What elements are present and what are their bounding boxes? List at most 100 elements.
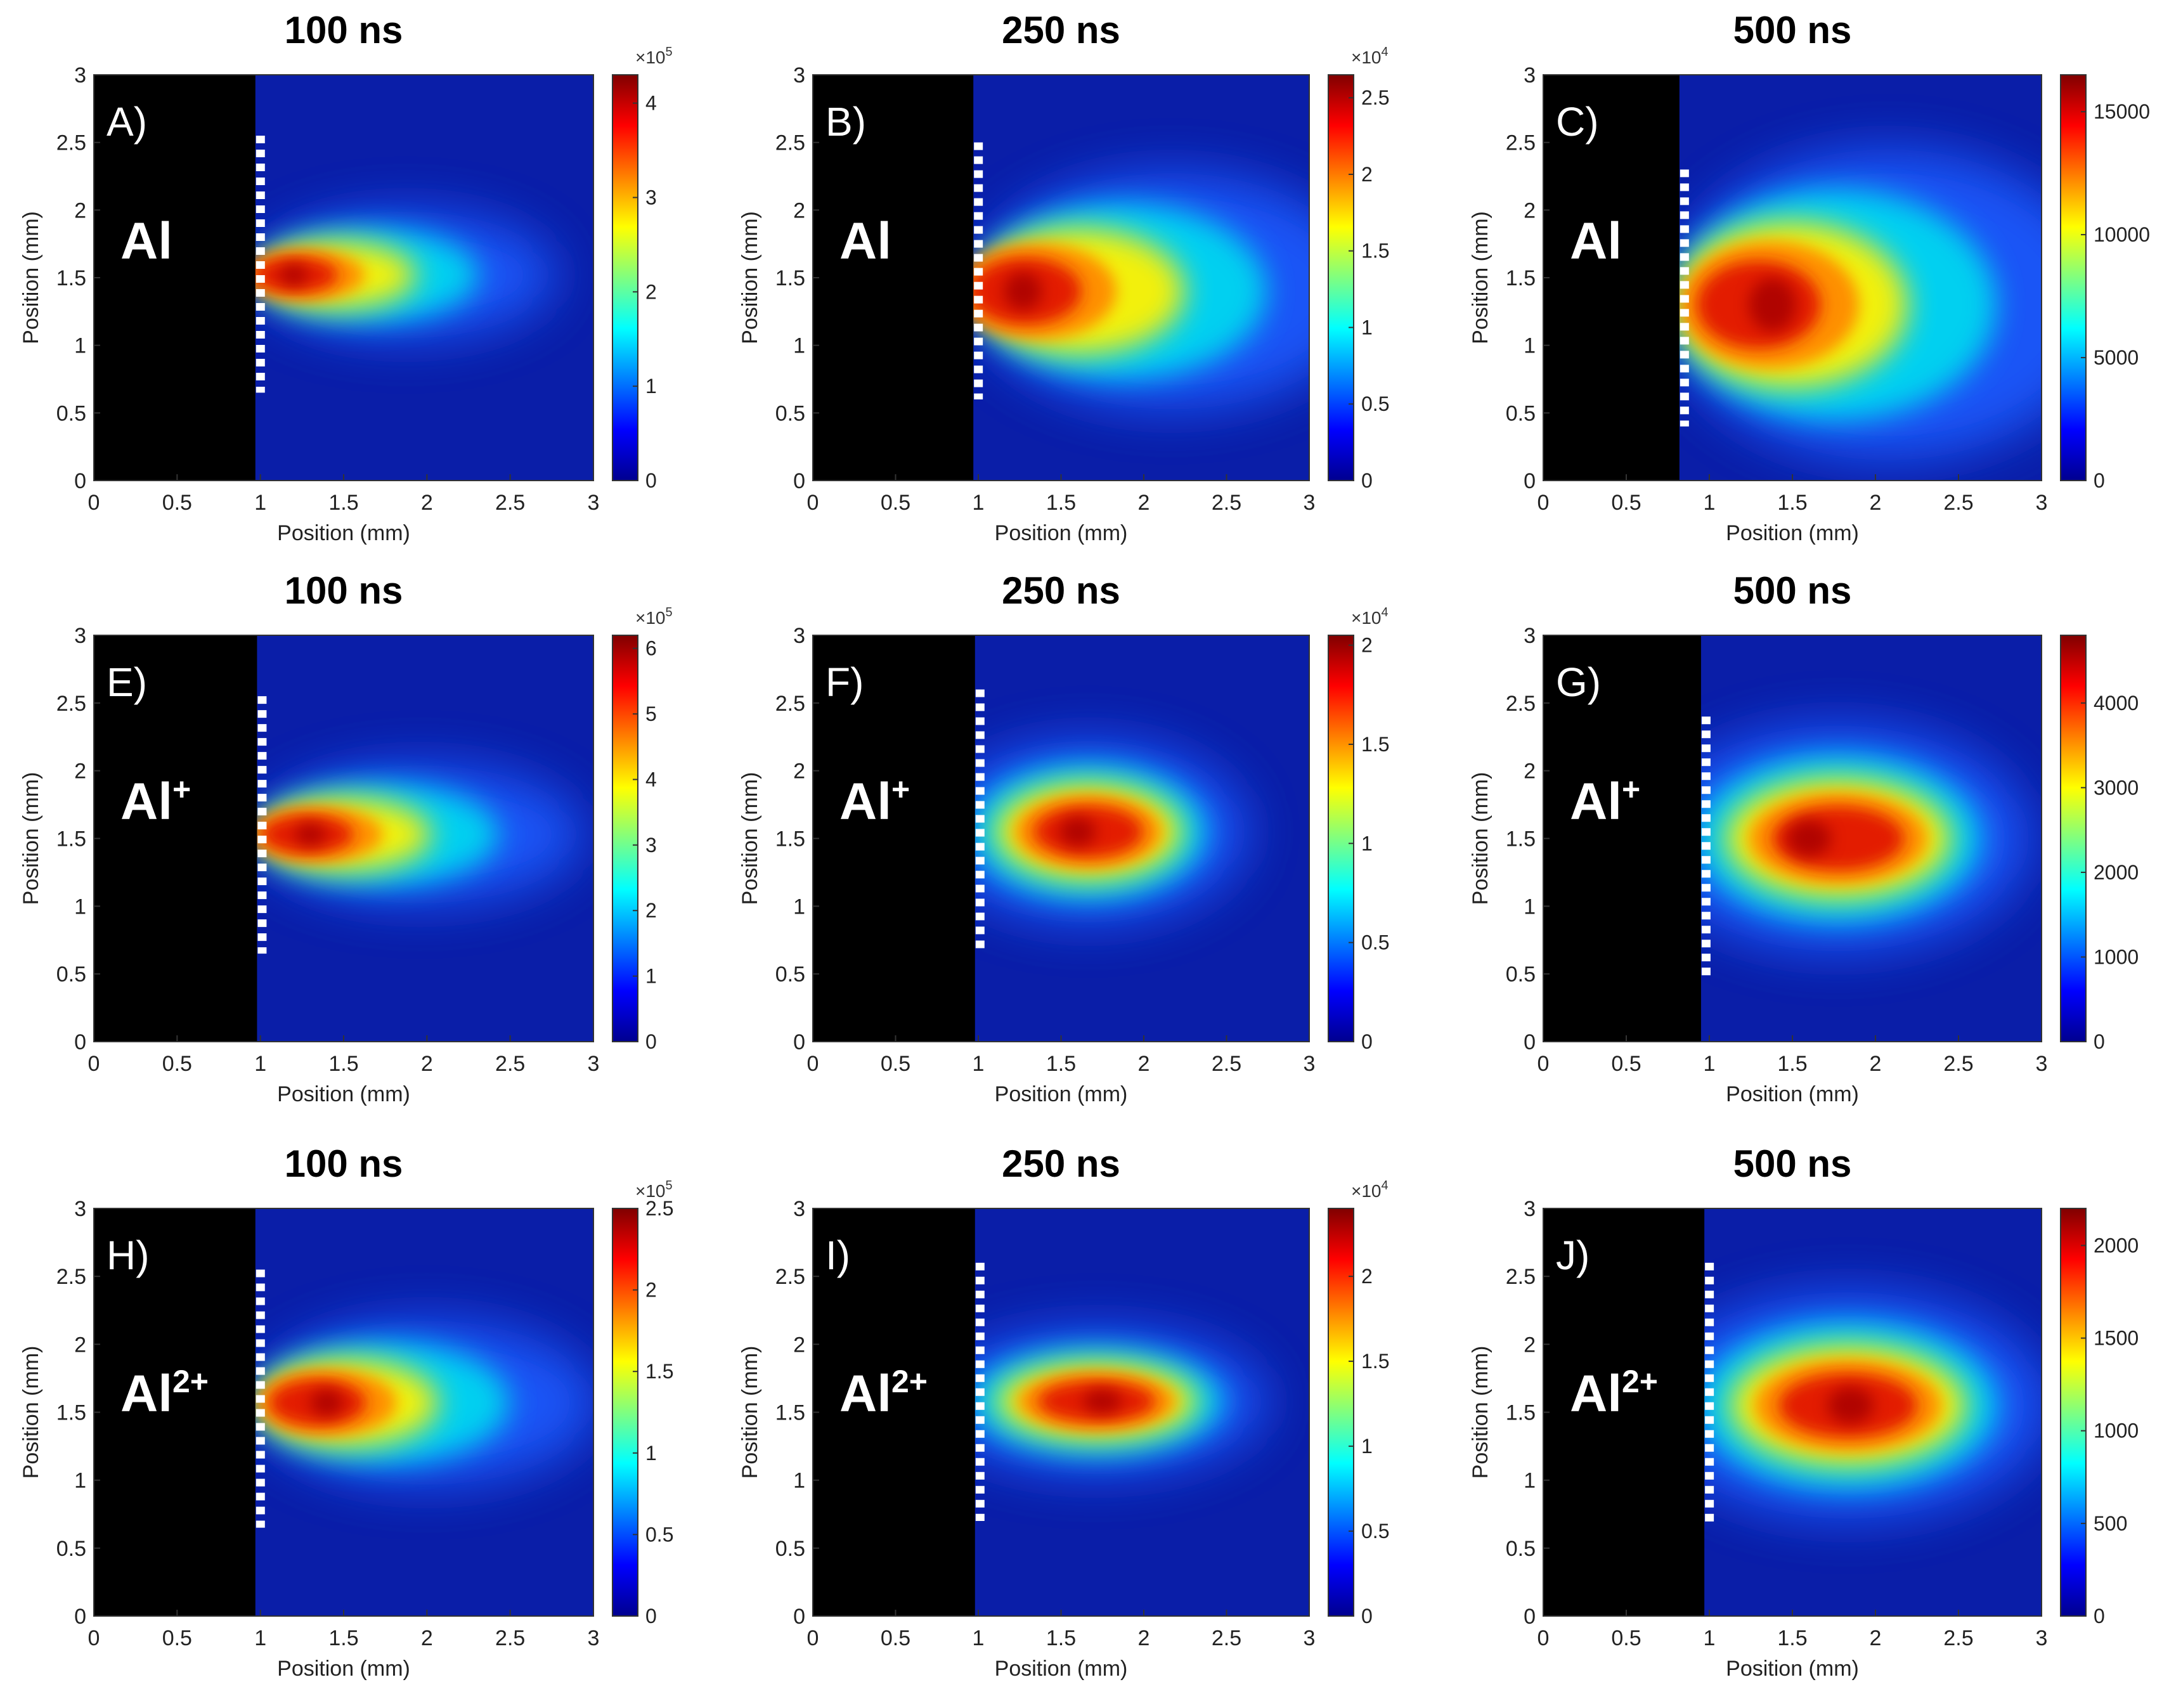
y-axis-label: Position (mm) xyxy=(19,772,43,905)
y-tick-label: 3 xyxy=(1524,624,1536,648)
panel-label: C) xyxy=(1556,99,1599,145)
panel-label: F) xyxy=(826,659,864,705)
y-tick-label: 3 xyxy=(74,1197,86,1221)
x-tick-label: 1.5 xyxy=(328,491,358,515)
species-label: Al2+ xyxy=(839,1364,928,1423)
colorbar-tick-label: 4000 xyxy=(2094,692,2139,715)
y-tick-label: 1 xyxy=(74,895,86,919)
x-tick-label: 0.5 xyxy=(881,1052,910,1076)
panel-i: 250 ns I) Al2+ 0 0.5 1 1.5 2 2.5 3 0 0.5 1 1.5 2 2.5 3 Po… xyxy=(738,1142,1389,1681)
plume-peak xyxy=(294,823,327,846)
y-tick-label: 2.5 xyxy=(56,131,86,155)
emission-plume xyxy=(249,765,583,904)
colorbar-tick-label: 1000 xyxy=(2094,1420,2139,1442)
y-tick-label: 2.5 xyxy=(775,692,805,716)
colorbar-tick-label: 0 xyxy=(1361,1030,1373,1053)
x-tick-label: 0.5 xyxy=(881,1626,910,1650)
y-tick-label: 2 xyxy=(74,760,86,784)
species-symbol: Al xyxy=(120,212,172,270)
y-tick-label: 2.5 xyxy=(1506,131,1536,155)
colorbar-tick-label: 1 xyxy=(1361,832,1373,855)
panel-label: H) xyxy=(107,1232,150,1278)
y-axis-label: Position (mm) xyxy=(738,772,762,905)
species-label: Al xyxy=(839,212,891,270)
colorbar xyxy=(612,74,638,481)
colorbar-tick-label: 2 xyxy=(645,1279,657,1302)
plume-peak xyxy=(1787,820,1831,857)
x-tick-label: 2.5 xyxy=(1943,1052,1973,1076)
x-tick-label: 0.5 xyxy=(162,491,192,515)
colorbar-exponent: ×104 xyxy=(1351,1179,1389,1201)
colorbar-tick-label: 1 xyxy=(1361,1435,1373,1458)
y-tick-label: 1 xyxy=(793,1469,805,1493)
colorbar-tick-label: 0 xyxy=(2094,469,2105,492)
y-tick-label: 0 xyxy=(793,469,805,493)
y-tick-label: 3 xyxy=(1524,1197,1536,1221)
species-charge: + xyxy=(1622,772,1640,807)
y-tick-label: 0 xyxy=(1524,469,1536,493)
y-tick-label: 1 xyxy=(1524,895,1536,919)
colorbar-exponent-base: ×10 xyxy=(635,608,666,628)
y-tick-label: 2 xyxy=(74,198,86,223)
x-axis-label: Position (mm) xyxy=(277,1657,410,1681)
y-tick-label: 1.5 xyxy=(56,827,86,851)
panel-label: E) xyxy=(107,659,147,705)
x-tick-label: 2.5 xyxy=(495,1052,525,1076)
target-block xyxy=(94,75,256,481)
y-tick-label: 2 xyxy=(1524,760,1536,784)
x-tick-label: 2 xyxy=(1870,1626,1882,1650)
y-tick-label: 2 xyxy=(793,198,805,223)
x-tick-label: 0 xyxy=(807,1052,819,1076)
x-tick-label: 0 xyxy=(1538,1626,1550,1650)
emission-plume xyxy=(1646,1291,2042,1520)
emission-plume xyxy=(929,740,1248,924)
y-tick-label: 0.5 xyxy=(1506,962,1536,987)
x-tick-label: 3 xyxy=(588,1626,600,1650)
x-tick-label: 1 xyxy=(254,491,266,515)
x-tick-label: 0.5 xyxy=(162,1052,192,1076)
colorbar-exponent-base: ×10 xyxy=(635,48,666,67)
plume-peak xyxy=(1749,278,1796,332)
x-tick-label: 1 xyxy=(254,1052,266,1076)
y-tick-label: 2 xyxy=(74,1333,86,1357)
x-tick-label: 0 xyxy=(88,1052,100,1076)
y-tick-label: 0 xyxy=(1524,1030,1536,1054)
y-tick-label: 2 xyxy=(793,760,805,784)
y-tick-label: 2.5 xyxy=(775,131,805,155)
target-block xyxy=(1543,1208,1705,1616)
species-charge: + xyxy=(172,772,191,807)
y-tick-label: 2 xyxy=(1524,1333,1536,1357)
x-tick-label: 3 xyxy=(2036,1052,2048,1076)
panel-title: 500 ns xyxy=(1733,1142,1852,1185)
colorbar xyxy=(612,635,638,1042)
emission-plume xyxy=(954,172,1309,410)
y-tick-label: 3 xyxy=(793,624,805,648)
plume-peak xyxy=(1004,271,1042,311)
y-tick-label: 0 xyxy=(74,1030,86,1054)
y-tick-label: 1.5 xyxy=(775,827,805,851)
panel-title: 500 ns xyxy=(1733,569,1852,612)
colorbar xyxy=(612,1208,638,1617)
x-tick-label: 2 xyxy=(1138,1052,1150,1076)
x-tick-label: 1.5 xyxy=(1046,1052,1076,1076)
panel-label: I) xyxy=(826,1232,850,1278)
colorbar-tick-label: 4 xyxy=(645,92,657,115)
x-tick-label: 3 xyxy=(588,1052,600,1076)
x-tick-label: 2.5 xyxy=(1212,1052,1241,1076)
colorbar-tick-label: 1.5 xyxy=(645,1360,673,1383)
x-tick-label: 3 xyxy=(1304,491,1316,515)
x-axis-label: Position (mm) xyxy=(1726,1082,1859,1106)
colorbar-tick-label: 0 xyxy=(645,469,657,492)
y-tick-label: 0.5 xyxy=(1506,401,1536,425)
x-tick-label: 1.5 xyxy=(1777,1626,1807,1650)
y-tick-label: 0.5 xyxy=(775,401,805,425)
colorbar-tick-label: 0 xyxy=(645,1030,657,1053)
species-charge: 2+ xyxy=(1622,1364,1658,1399)
y-tick-label: 1 xyxy=(793,895,805,919)
species-charge: + xyxy=(891,772,910,807)
species-symbol: Al xyxy=(1570,212,1622,270)
colorbar-tick-label: 1.5 xyxy=(1361,733,1389,756)
x-tick-label: 0.5 xyxy=(881,491,910,515)
x-tick-label: 3 xyxy=(2036,491,2048,515)
y-tick-label: 1.5 xyxy=(56,266,86,290)
